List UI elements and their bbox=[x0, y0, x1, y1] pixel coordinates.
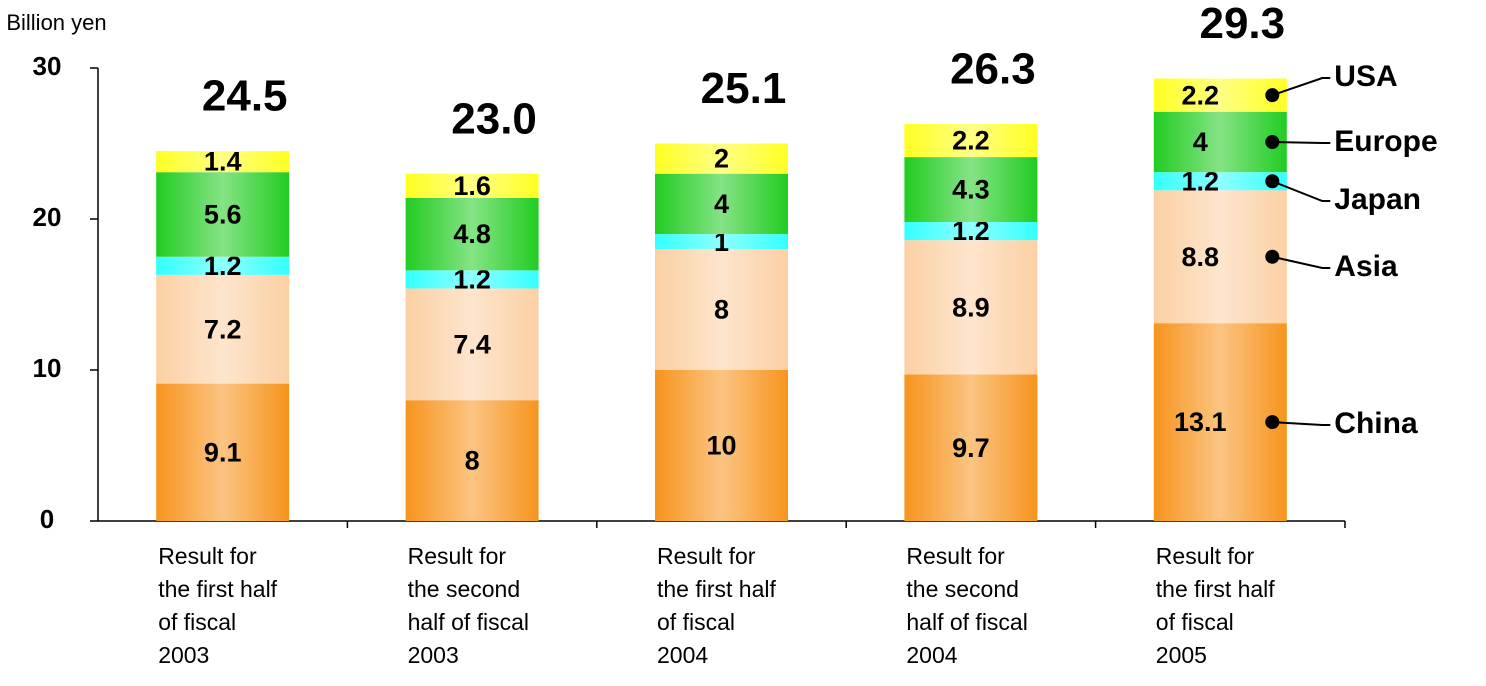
legend-leader bbox=[1272, 140, 1331, 144]
y-tick-label: 0 bbox=[40, 504, 54, 534]
bar-segment bbox=[1153, 190, 1287, 324]
bar-segment bbox=[405, 173, 539, 198]
data-label: 10 bbox=[706, 431, 736, 461]
x-tick-label: Result for the first half of fiscal 2004 bbox=[657, 543, 776, 668]
bar-segment bbox=[655, 234, 788, 250]
bar-segment bbox=[655, 249, 788, 370]
data-label: 7.4 bbox=[453, 329, 491, 359]
y-tick-label: 20 bbox=[33, 202, 62, 232]
total-label: 29.3 bbox=[1199, 0, 1285, 48]
data-label: 4.8 bbox=[453, 219, 491, 249]
bar-segment bbox=[156, 172, 290, 257]
bar-segment bbox=[1153, 172, 1287, 191]
bar-segment bbox=[405, 400, 539, 521]
data-label: 2 bbox=[714, 144, 729, 174]
bar-segment bbox=[156, 274, 290, 384]
bar-segment bbox=[904, 374, 1038, 521]
total-label: 26.3 bbox=[950, 44, 1036, 93]
bar-segment bbox=[655, 143, 788, 174]
x-tick-label: Result for the second half of fiscal 200… bbox=[407, 543, 530, 668]
x-tick-label: Result for the first half of fiscal 2003 bbox=[158, 543, 278, 668]
data-label: 13.1 bbox=[1174, 407, 1227, 437]
unit-label: Unit: Billion yen bbox=[0, 10, 107, 35]
bar-segment bbox=[1153, 323, 1287, 521]
data-label: 5.6 bbox=[204, 200, 242, 230]
data-label: 4 bbox=[714, 189, 729, 219]
legend-leader bbox=[1272, 421, 1331, 426]
total-label: 24.5 bbox=[202, 72, 288, 121]
data-label: 4 bbox=[1193, 127, 1208, 157]
legend-leader bbox=[1271, 77, 1331, 97]
data-label: 8 bbox=[465, 446, 480, 476]
bar-segment bbox=[405, 288, 539, 401]
bar-segment bbox=[655, 173, 788, 235]
data-label: 2.2 bbox=[1182, 80, 1220, 110]
total-label: 23.0 bbox=[451, 94, 537, 143]
data-label: 7.2 bbox=[204, 314, 242, 344]
legend-label: Japan bbox=[1334, 183, 1421, 216]
data-label: 8.9 bbox=[952, 292, 990, 322]
bar-segment bbox=[405, 270, 539, 289]
bar-segment bbox=[156, 383, 290, 521]
data-label: 4.3 bbox=[952, 175, 990, 205]
x-tick-label: Result for the first half of fiscal 2005 bbox=[1155, 543, 1275, 668]
total-label: 25.1 bbox=[701, 64, 787, 113]
bar-segment bbox=[156, 256, 290, 275]
legend-leader bbox=[1271, 180, 1331, 202]
legend-label: Asia bbox=[1334, 250, 1398, 283]
legend-label: USA bbox=[1334, 60, 1397, 93]
bar-segment bbox=[904, 240, 1038, 375]
bar-segment bbox=[405, 197, 539, 271]
y-tick-label: 30 bbox=[33, 51, 62, 81]
data-label: 9.1 bbox=[204, 437, 242, 467]
bar-segment bbox=[904, 123, 1038, 158]
data-label: 1.6 bbox=[453, 171, 491, 201]
bar-segment bbox=[904, 222, 1038, 241]
legend-label: Europe bbox=[1334, 125, 1437, 158]
data-label: 2.2 bbox=[952, 126, 990, 156]
bar-segment bbox=[1153, 111, 1287, 173]
bar-segment bbox=[156, 151, 290, 173]
data-label: 1 bbox=[714, 227, 729, 257]
legend-label: China bbox=[1334, 407, 1418, 440]
bar-segment bbox=[1153, 78, 1287, 112]
legend-leader bbox=[1272, 255, 1331, 269]
data-label: 8 bbox=[714, 295, 729, 325]
data-label: 8.8 bbox=[1182, 242, 1220, 272]
y-tick-label: 10 bbox=[33, 353, 62, 383]
data-label: 1.4 bbox=[204, 147, 242, 177]
data-label: 9.7 bbox=[952, 433, 990, 463]
x-tick-label: Result for the second half of fiscal 200… bbox=[906, 543, 1028, 668]
bar-segment bbox=[904, 157, 1038, 223]
bar-segment bbox=[655, 370, 788, 521]
